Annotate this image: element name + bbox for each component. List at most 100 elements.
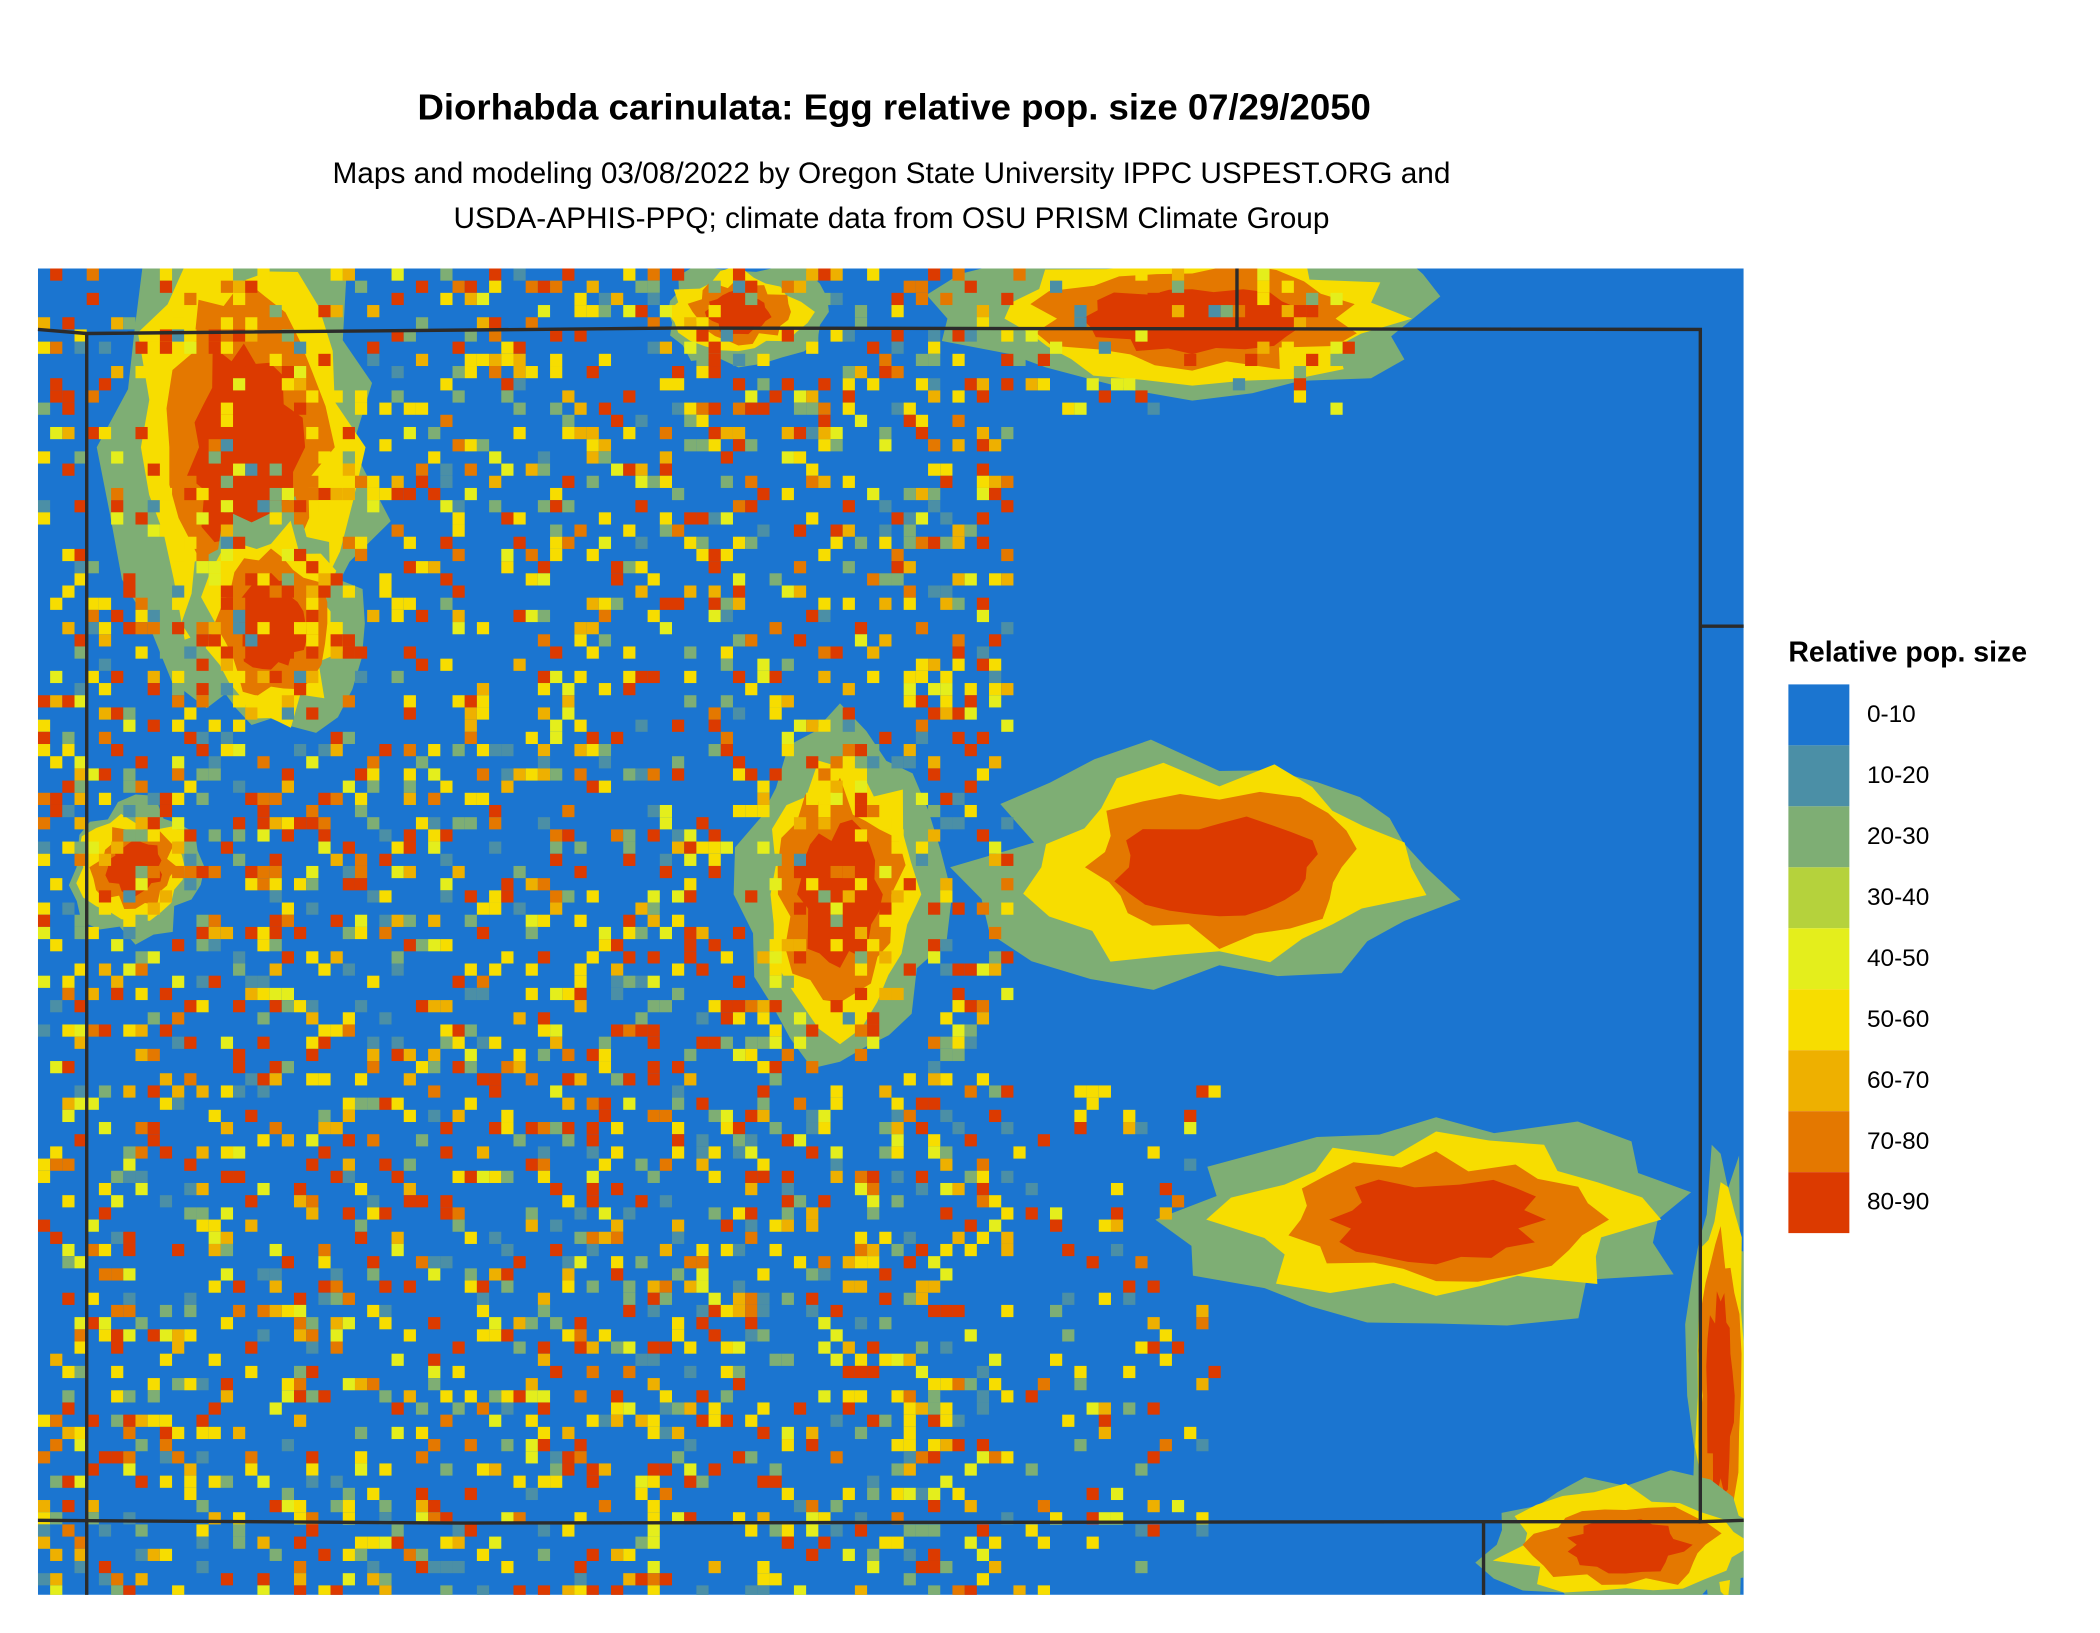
cell bbox=[903, 1439, 916, 1452]
cell bbox=[513, 402, 526, 415]
cell bbox=[135, 987, 148, 1001]
cell bbox=[318, 817, 331, 830]
cell bbox=[342, 1207, 355, 1220]
cell bbox=[1281, 341, 1294, 354]
cell bbox=[854, 1256, 868, 1269]
cell bbox=[403, 914, 416, 927]
cell bbox=[1184, 1158, 1197, 1171]
cell bbox=[1293, 390, 1307, 403]
cell bbox=[952, 1378, 965, 1391]
cell bbox=[415, 1548, 429, 1561]
cell bbox=[354, 878, 368, 891]
cell bbox=[62, 548, 75, 562]
cell bbox=[476, 744, 490, 757]
cell bbox=[1025, 1524, 1038, 1537]
cell bbox=[281, 1390, 294, 1403]
cell bbox=[708, 865, 721, 879]
cell bbox=[854, 305, 868, 318]
cell bbox=[62, 1243, 75, 1257]
cell bbox=[86, 561, 99, 574]
cell bbox=[891, 1134, 904, 1147]
cell bbox=[659, 1109, 672, 1123]
cell bbox=[781, 744, 794, 757]
cell bbox=[98, 1317, 112, 1330]
cell bbox=[598, 609, 612, 623]
cell bbox=[62, 975, 75, 988]
cell bbox=[1110, 1207, 1124, 1220]
cell bbox=[915, 292, 929, 306]
cell bbox=[220, 414, 234, 427]
cell bbox=[159, 1304, 173, 1318]
cell bbox=[964, 1036, 977, 1049]
cell bbox=[928, 341, 941, 354]
cell bbox=[964, 1024, 977, 1037]
cell bbox=[854, 780, 868, 793]
cell bbox=[50, 1158, 63, 1171]
cell bbox=[403, 695, 416, 708]
cell bbox=[696, 366, 709, 379]
cell bbox=[172, 1036, 185, 1049]
cell bbox=[489, 268, 502, 281]
cell bbox=[342, 841, 355, 854]
cell bbox=[220, 1317, 234, 1330]
cell bbox=[354, 1073, 368, 1086]
cell bbox=[574, 744, 587, 757]
cell bbox=[928, 439, 941, 452]
cell bbox=[196, 1500, 209, 1513]
cell bbox=[98, 1085, 112, 1098]
cell bbox=[513, 1256, 526, 1269]
cell bbox=[98, 1243, 112, 1257]
cell bbox=[732, 1341, 746, 1354]
cell bbox=[854, 939, 868, 952]
cell bbox=[781, 426, 794, 440]
cell bbox=[940, 292, 953, 306]
cell bbox=[574, 1317, 587, 1330]
cell bbox=[489, 317, 502, 330]
cell bbox=[1050, 1353, 1063, 1366]
cell bbox=[50, 695, 63, 708]
cell bbox=[135, 646, 148, 659]
cell bbox=[367, 1195, 380, 1208]
cell bbox=[1123, 1402, 1136, 1415]
cell bbox=[830, 1085, 843, 1098]
cell bbox=[708, 1146, 721, 1159]
cell bbox=[501, 512, 514, 525]
cell bbox=[891, 366, 904, 379]
cell bbox=[928, 268, 941, 281]
cell bbox=[220, 1231, 234, 1244]
cell bbox=[611, 1122, 624, 1135]
cell bbox=[452, 1109, 465, 1123]
cell bbox=[952, 414, 965, 427]
cell bbox=[257, 975, 270, 988]
cell bbox=[257, 670, 270, 684]
cell bbox=[647, 317, 660, 330]
cell bbox=[903, 963, 916, 976]
cell bbox=[342, 585, 355, 598]
cell bbox=[415, 280, 429, 293]
cell bbox=[745, 292, 758, 306]
cell bbox=[732, 1048, 746, 1062]
cell bbox=[391, 963, 404, 976]
cell bbox=[257, 939, 270, 952]
cell bbox=[1293, 378, 1307, 391]
cell bbox=[403, 829, 416, 842]
cell bbox=[940, 817, 953, 830]
cell bbox=[1196, 1085, 1209, 1098]
cell bbox=[562, 475, 575, 488]
cell bbox=[598, 536, 612, 549]
cell bbox=[623, 829, 636, 842]
cell bbox=[903, 1463, 916, 1476]
cell bbox=[257, 817, 270, 830]
cell bbox=[220, 402, 234, 415]
cell bbox=[525, 1122, 538, 1135]
cell bbox=[696, 963, 709, 976]
cell bbox=[245, 865, 258, 879]
cell bbox=[501, 353, 514, 367]
cell bbox=[989, 1560, 1002, 1574]
cell bbox=[891, 1390, 904, 1403]
cell bbox=[379, 1097, 392, 1110]
cell bbox=[842, 707, 855, 720]
cell bbox=[294, 817, 307, 830]
cell bbox=[489, 1390, 502, 1403]
cell bbox=[635, 414, 648, 427]
